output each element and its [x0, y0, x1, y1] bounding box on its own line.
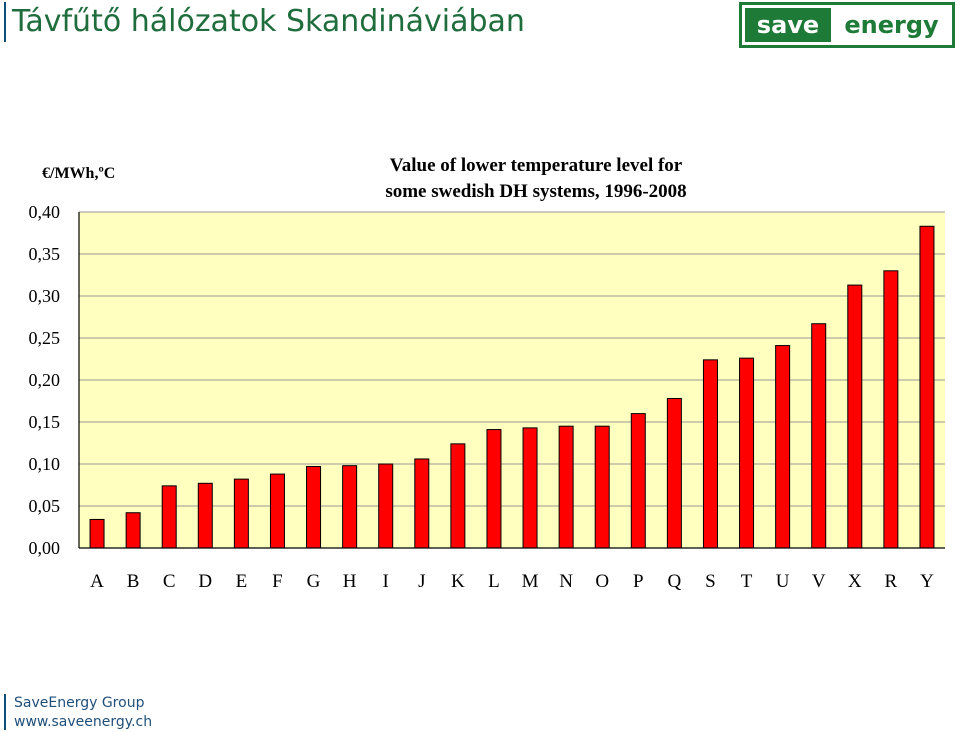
- grid-lines: [79, 211, 945, 507]
- bar-M: [522, 427, 538, 549]
- footer-url: www.saveenergy.ch: [14, 714, 153, 730]
- x-tick-label: K: [451, 571, 465, 592]
- bar-X: [847, 284, 863, 549]
- x-tick-label: X: [848, 571, 862, 592]
- bar-D: [197, 482, 213, 549]
- y-axis-label: €/MWh,ºC: [42, 165, 115, 182]
- y-tick-label: 0,00: [29, 538, 61, 558]
- bar-K: [450, 443, 466, 549]
- bar-H: [342, 465, 358, 549]
- bar-G: [306, 466, 322, 549]
- x-tick-label: B: [127, 571, 140, 592]
- x-tick-label: O: [595, 571, 609, 592]
- chart-title-line-1: Value of lower temperature level for: [390, 155, 683, 176]
- x-tick-label: F: [272, 571, 283, 592]
- x-tick-label: P: [633, 571, 644, 592]
- x-tick-label: V: [812, 571, 826, 592]
- bars: [89, 225, 935, 549]
- x-tick-label: C: [163, 571, 176, 592]
- bar-S: [702, 359, 718, 549]
- y-tick-label: 0,40: [29, 202, 61, 222]
- bar-chart: 0,00 0,05 0,10 0,15 0,20 0,25 0,30 0,35 0,40 A B C…: [29, 155, 945, 592]
- chart-title-line-2: some swedish DH systems, 1996-2008: [385, 181, 686, 202]
- bar-U: [775, 345, 791, 549]
- page-title: Távfűtő hálózatok Skandináviában: [12, 4, 525, 39]
- title-accent-bar: [4, 2, 6, 42]
- x-tick-label: Q: [668, 571, 682, 592]
- x-tick-label: H: [343, 571, 357, 592]
- bar-Y: [919, 225, 935, 549]
- x-tick-label: J: [418, 571, 425, 592]
- bar-N: [558, 425, 574, 549]
- x-tick-label: A: [90, 571, 104, 592]
- x-tick-label: N: [559, 571, 573, 592]
- bar-J: [414, 458, 430, 549]
- x-tick-label: R: [885, 571, 898, 592]
- logo-save-text: save: [745, 8, 831, 42]
- y-tick-label: 0,05: [29, 496, 61, 516]
- x-tick-label: Y: [920, 571, 934, 592]
- bar-L: [486, 429, 502, 549]
- bar-F: [269, 473, 285, 549]
- x-tick-label: L: [488, 571, 500, 592]
- x-tick-label: I: [383, 571, 389, 592]
- y-tick-label: 0,15: [29, 412, 61, 432]
- y-tick-labels: 0,00 0,05 0,10 0,15 0,20 0,25 0,30 0,35 0,40: [29, 202, 61, 558]
- x-tick-label: U: [776, 571, 790, 592]
- bar-C: [161, 485, 177, 549]
- bar-T: [739, 357, 755, 549]
- bar-B: [125, 512, 141, 549]
- bar-O: [594, 425, 610, 549]
- save-energy-logo: save energy: [739, 2, 955, 48]
- bar-A: [89, 518, 105, 549]
- bar-P: [630, 413, 646, 549]
- bar-E: [233, 478, 249, 549]
- y-tick-label: 0,10: [29, 454, 61, 474]
- x-tick-label: T: [741, 571, 753, 592]
- x-tick-label: G: [307, 571, 321, 592]
- x-tick-label: E: [236, 571, 248, 592]
- footer-company: SaveEnergy Group: [14, 695, 145, 711]
- y-tick-label: 0,20: [29, 370, 61, 390]
- bar-R: [883, 270, 899, 549]
- bar-I: [378, 463, 394, 549]
- x-tick-label: D: [198, 571, 212, 592]
- footer-accent-bar: [4, 694, 6, 730]
- logo-energy-text: energy: [844, 11, 939, 39]
- bar-V: [811, 323, 827, 549]
- x-tick-label: M: [522, 571, 539, 592]
- y-tick-label: 0,30: [29, 286, 61, 306]
- bar-Q: [666, 397, 682, 549]
- y-tick-label: 0,35: [29, 244, 61, 264]
- y-tick-label: 0,25: [29, 328, 61, 348]
- x-tick-label: S: [705, 571, 716, 592]
